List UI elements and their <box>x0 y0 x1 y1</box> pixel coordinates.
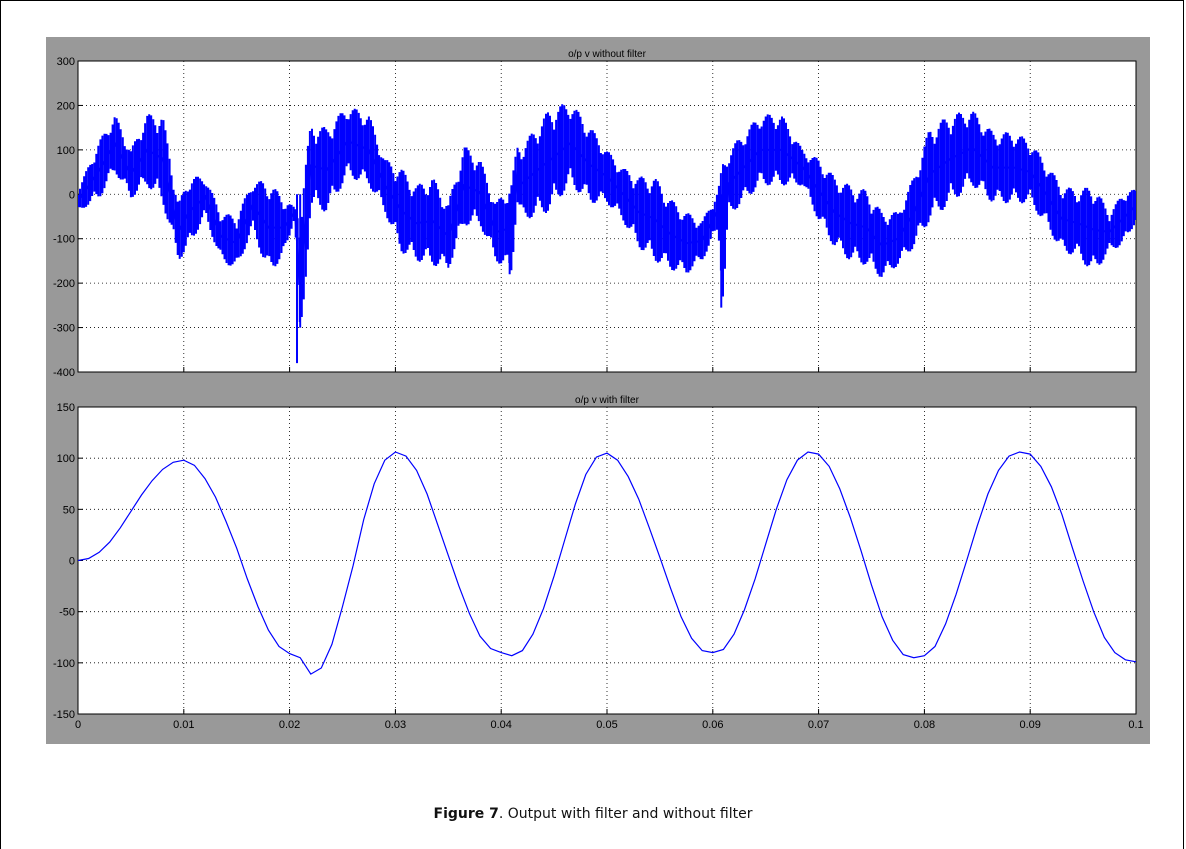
plot-panel-1: 300 200 100 0 -100 -200 -300 -400 o/p v without … <box>53 49 1137 379</box>
x-tick-label: 0 <box>75 719 81 731</box>
y-tick-label: 100 <box>57 145 75 157</box>
figure-caption: Figure 7. Output with filter and without… <box>0 806 1186 822</box>
series-line <box>78 451 1136 675</box>
x-tick-label: 0.06 <box>702 719 723 731</box>
y-tick-label: 0 <box>69 556 75 568</box>
plot-title: o/p v without filter <box>568 49 646 60</box>
plot-title: o/p v with filter <box>575 395 640 406</box>
x-tick-label: 0.01 <box>173 719 194 731</box>
caption-label: Figure 7 <box>433 806 499 822</box>
x-tick-label: 0.03 <box>385 719 406 731</box>
caption-text: . Output with filter and without filter <box>498 806 753 822</box>
y-tick-label: 200 <box>57 100 75 112</box>
y-tick-label: -300 <box>53 323 75 335</box>
x-tick-label: 0.05 <box>596 719 617 731</box>
x-tick-label: 0.04 <box>490 719 511 731</box>
y-tick-label: 50 <box>63 504 75 516</box>
x-tick-label: 0.07 <box>808 719 829 731</box>
y-tick-label: -100 <box>53 658 75 670</box>
x-tick-label: 0.09 <box>1019 719 1040 731</box>
x-tick-label: 0.1 <box>1128 719 1143 731</box>
y-tick-label: -50 <box>59 607 75 619</box>
y-tick-label: -200 <box>53 278 75 290</box>
x-tick-label: 0.08 <box>914 719 935 731</box>
y-tick-label: 300 <box>57 56 75 68</box>
y-tick-label: -400 <box>53 367 75 379</box>
y-tick-label: 150 <box>57 402 75 414</box>
y-tick-label: 100 <box>57 453 75 465</box>
y-tick-label: -100 <box>53 234 75 246</box>
scope-figure: 300 200 100 0 -100 -200 -300 -400 o/p v without … <box>46 37 1150 744</box>
scope-svg: 300 200 100 0 -100 -200 -300 -400 o/p v without … <box>53 49 1144 731</box>
y-tick-label: -150 <box>53 709 75 721</box>
x-tick-label: 0.02 <box>279 719 300 731</box>
series-midline <box>78 139 1136 286</box>
y-tick-label: 0 <box>69 189 75 201</box>
